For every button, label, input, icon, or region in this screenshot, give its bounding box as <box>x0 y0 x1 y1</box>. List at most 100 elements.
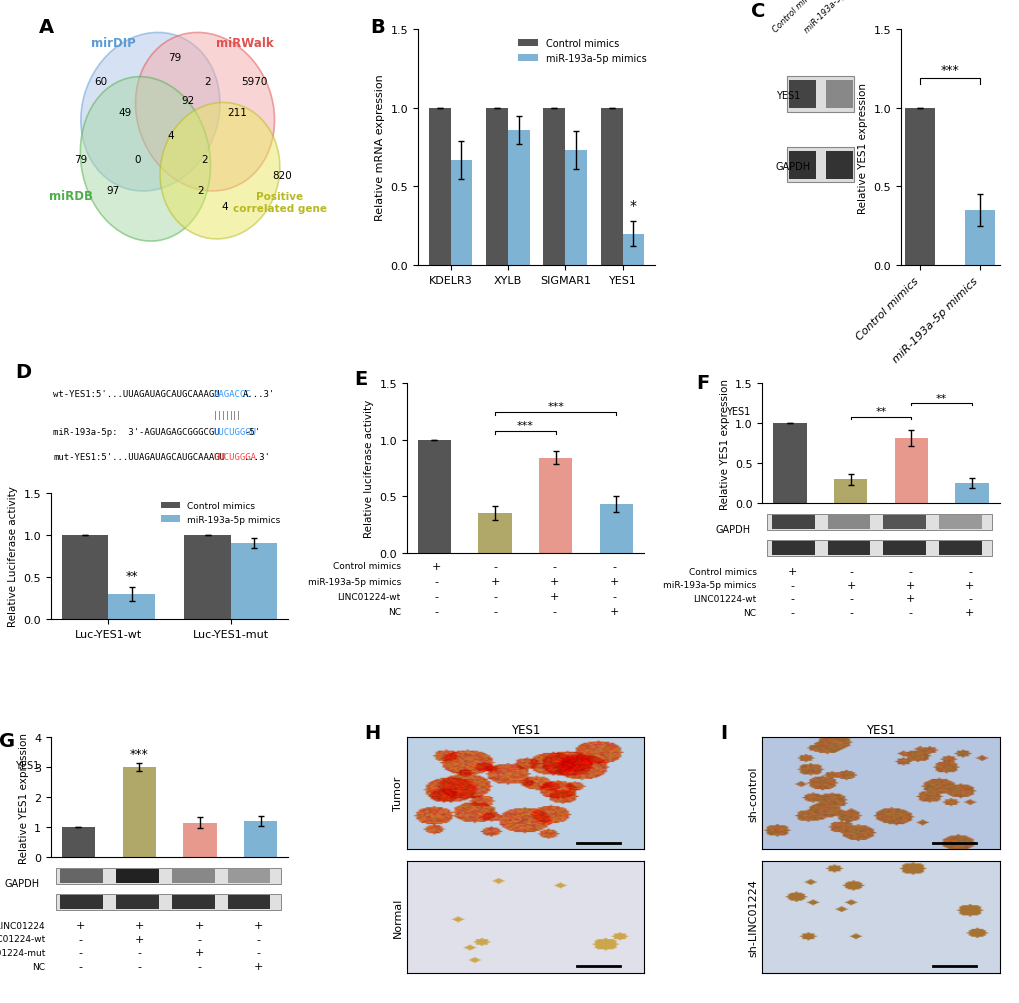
FancyBboxPatch shape <box>60 870 103 883</box>
Text: 0: 0 <box>135 154 141 164</box>
FancyBboxPatch shape <box>882 516 925 530</box>
Text: 60: 60 <box>94 77 107 87</box>
FancyBboxPatch shape <box>771 516 814 530</box>
FancyBboxPatch shape <box>787 77 854 112</box>
Text: -: - <box>493 592 497 602</box>
Bar <box>964 211 995 266</box>
Text: YES1: YES1 <box>774 91 799 101</box>
Y-axis label: Normal: Normal <box>392 897 403 937</box>
Bar <box>600 108 622 266</box>
FancyBboxPatch shape <box>60 895 103 909</box>
Text: |: | <box>225 411 228 420</box>
FancyBboxPatch shape <box>787 147 854 184</box>
Text: ***: *** <box>129 747 149 760</box>
Bar <box>230 543 277 619</box>
Text: 5970: 5970 <box>242 77 268 87</box>
Text: -: - <box>611 562 615 572</box>
Text: 97: 97 <box>106 186 119 196</box>
FancyBboxPatch shape <box>116 870 159 883</box>
Text: GAPDH: GAPDH <box>4 878 39 888</box>
Text: -: - <box>78 948 83 958</box>
Bar <box>894 438 927 504</box>
Text: UUCUGGGU: UUCUGGGU <box>213 427 256 436</box>
Text: GAPDH: GAPDH <box>714 525 750 535</box>
Text: +: + <box>195 948 204 958</box>
Text: |: | <box>214 411 217 420</box>
Bar <box>122 767 156 858</box>
Text: YES1: YES1 <box>15 760 39 770</box>
Text: -: - <box>552 607 556 617</box>
Text: miRDB: miRDB <box>49 190 93 203</box>
Text: Positive
correlated gene: Positive correlated gene <box>232 192 326 214</box>
FancyBboxPatch shape <box>227 870 270 883</box>
FancyBboxPatch shape <box>789 81 815 109</box>
Text: -: - <box>256 948 260 958</box>
Text: YES1: YES1 <box>726 406 750 416</box>
Text: -: - <box>197 961 201 971</box>
Text: sh-LINC01224: sh-LINC01224 <box>0 921 45 930</box>
Title: YES1: YES1 <box>865 723 895 736</box>
FancyBboxPatch shape <box>882 542 925 555</box>
Text: H: H <box>364 724 380 742</box>
Ellipse shape <box>81 77 210 242</box>
Text: LINC01224-wt: LINC01224-wt <box>0 935 45 943</box>
Text: +: + <box>254 920 263 930</box>
Text: miRWalk: miRWalk <box>216 36 273 49</box>
Text: A...3': A...3' <box>243 389 275 398</box>
Text: -: - <box>552 562 556 572</box>
Bar <box>507 130 529 266</box>
Bar <box>599 505 633 553</box>
Bar <box>417 440 450 553</box>
Text: **: ** <box>125 570 138 583</box>
Text: D: D <box>15 363 32 382</box>
Text: -: - <box>78 934 83 944</box>
Bar <box>955 483 987 504</box>
Text: +: + <box>490 577 500 587</box>
Bar <box>772 423 806 504</box>
Text: |: | <box>236 411 239 420</box>
Text: 2: 2 <box>197 186 203 196</box>
Title: YES1: YES1 <box>511 723 539 736</box>
Text: -: - <box>611 592 615 602</box>
Y-axis label: Relative Luciferase activity: Relative Luciferase activity <box>8 486 18 627</box>
Text: +: + <box>549 592 559 602</box>
FancyBboxPatch shape <box>56 894 281 910</box>
Text: G: G <box>0 731 15 750</box>
Text: +: + <box>254 961 263 971</box>
Text: 4: 4 <box>167 131 173 141</box>
Y-axis label: sh-control: sh-control <box>748 765 757 821</box>
FancyBboxPatch shape <box>766 541 991 557</box>
Text: wt-YES1:5'...UUAGAUAGCAUGCAAAGU: wt-YES1:5'...UUAGAUAGCAUGCAAAGU <box>53 389 220 398</box>
Y-axis label: Relative YES1 expression: Relative YES1 expression <box>718 378 729 510</box>
Text: -: - <box>967 567 971 577</box>
Text: -: - <box>790 581 794 590</box>
Text: -: - <box>434 592 438 602</box>
Text: +: + <box>549 577 559 587</box>
Text: -: - <box>197 934 201 944</box>
Bar <box>62 827 95 858</box>
Bar <box>905 108 934 266</box>
Text: -: - <box>908 608 912 618</box>
Y-axis label: Relative YES1 expression: Relative YES1 expression <box>857 82 867 214</box>
Text: -: - <box>493 562 497 572</box>
Text: E: E <box>355 370 368 389</box>
Text: +: + <box>136 920 145 930</box>
Text: +: + <box>75 920 86 930</box>
Text: **: ** <box>874 407 886 417</box>
FancyBboxPatch shape <box>172 895 214 909</box>
Text: +: + <box>964 581 974 590</box>
Y-axis label: sh-LINC01224: sh-LINC01224 <box>748 878 757 956</box>
Text: 4: 4 <box>221 202 228 212</box>
Text: |: | <box>229 411 232 420</box>
Text: -: - <box>434 577 438 587</box>
Text: +: + <box>964 608 974 618</box>
FancyBboxPatch shape <box>56 869 281 884</box>
Text: 49: 49 <box>119 107 132 117</box>
Text: miR-193a-5p mimics: miR-193a-5p mimics <box>802 0 869 35</box>
Text: +: + <box>609 607 619 617</box>
Text: +: + <box>136 934 145 944</box>
Bar <box>428 108 450 266</box>
Text: -: - <box>908 567 912 577</box>
Y-axis label: Relative YES1 expression: Relative YES1 expression <box>18 732 29 863</box>
Text: LINC01224-wt: LINC01224-wt <box>693 595 756 604</box>
